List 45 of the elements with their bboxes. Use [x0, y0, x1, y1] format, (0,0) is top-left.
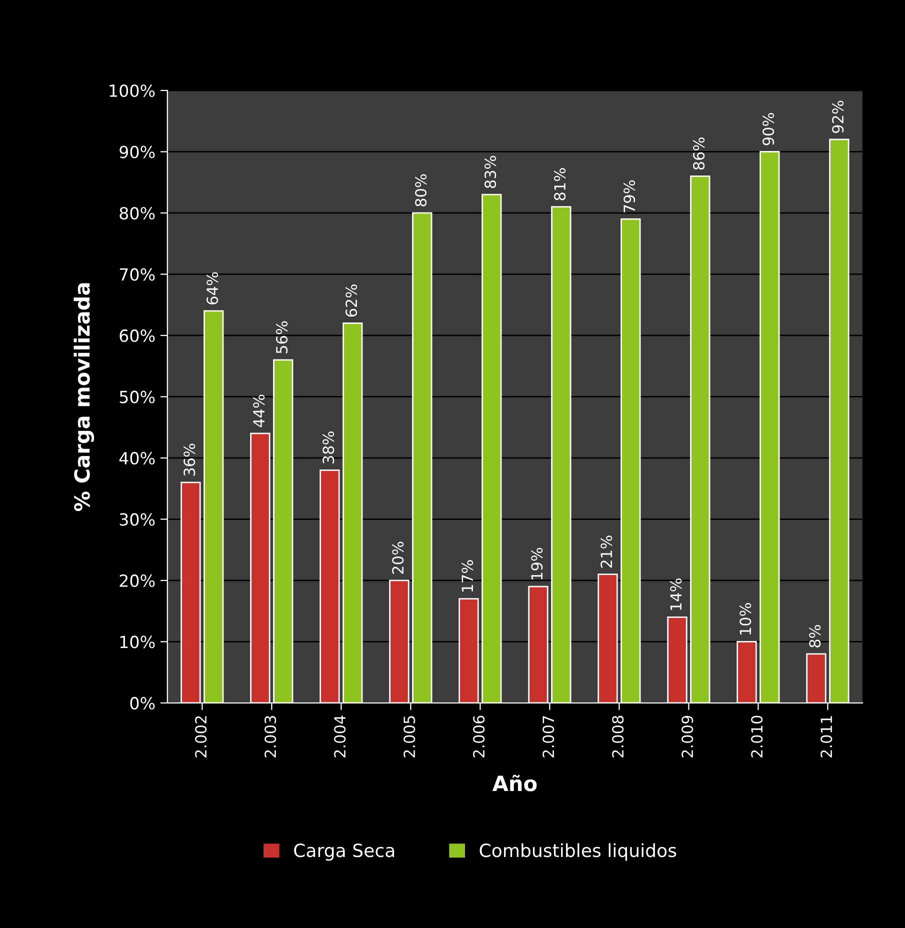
y-tick-label: 0%	[130, 696, 155, 710]
x-tick-label: 2.006	[473, 716, 485, 758]
data-label: 44%	[253, 394, 265, 428]
x-tick-label: 2.007	[542, 716, 554, 758]
data-label: 36%	[184, 444, 196, 476]
data-label: 90%	[762, 113, 774, 146]
data-label: 62%	[346, 284, 358, 317]
data-label: 92%	[832, 100, 844, 133]
data-label: 64%	[206, 272, 218, 304]
y-tick-label: 30%	[120, 513, 155, 526]
data-label: 21%	[600, 536, 612, 568]
data-label: 38%	[322, 432, 334, 464]
y-tick-label: 40%	[119, 452, 155, 465]
data-label: 19%	[531, 548, 543, 580]
x-tick-label: 2.003	[264, 716, 276, 758]
data-label: 83%	[484, 156, 496, 188]
y-axis-title: % Carga movilizada	[74, 283, 94, 512]
data-label: 14%	[670, 578, 682, 610]
x-tick-label: 2.011	[820, 716, 832, 758]
data-label: 17%	[462, 560, 474, 592]
data-label: 81%	[554, 168, 566, 200]
y-tick-label: 60%	[120, 329, 155, 342]
data-label: 80%	[415, 174, 427, 206]
x-tick-label: 2.005	[404, 716, 416, 758]
y-tick-label: 70%	[120, 268, 155, 281]
data-label: 86%	[693, 138, 705, 170]
x-tick-label: 2.002	[195, 716, 207, 758]
y-tick-label: 10%	[120, 636, 155, 648]
x-axis-title: Año	[492, 774, 537, 792]
data-label: 20%	[392, 542, 404, 574]
data-label: 56%	[276, 321, 288, 354]
data-label: 10%	[740, 603, 752, 634]
data-label: 79%	[624, 180, 636, 212]
x-tick-label: 2.004	[334, 716, 346, 758]
y-tick-label: 80%	[120, 206, 155, 220]
data-label: 8%	[809, 625, 821, 648]
y-tick-label: 90%	[120, 146, 155, 158]
y-tick-label: 100%	[110, 84, 155, 98]
x-tick-label: 2.008	[612, 716, 624, 758]
legend-label: Combustibles liquidos	[480, 843, 676, 861]
x-tick-label: 2.010	[751, 716, 763, 758]
x-tick-label: 2.009	[682, 716, 694, 758]
y-tick-label: 50%	[120, 390, 155, 404]
legend-label: Carga Seca	[294, 844, 394, 861]
y-tick-label: 20%	[120, 574, 155, 588]
